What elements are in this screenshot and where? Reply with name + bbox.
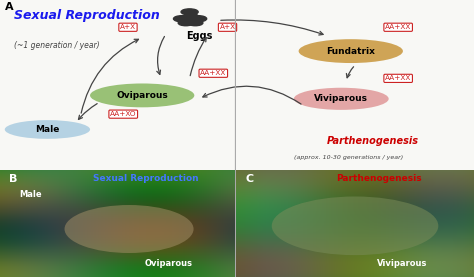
Text: Viviparous: Viviparous xyxy=(314,94,368,103)
Text: Viviparous: Viviparous xyxy=(377,260,428,268)
Text: (approx. 10-30 generations / year): (approx. 10-30 generations / year) xyxy=(294,155,403,160)
Ellipse shape xyxy=(294,88,389,110)
Circle shape xyxy=(173,16,191,22)
Circle shape xyxy=(181,9,198,15)
Text: Male: Male xyxy=(19,189,41,199)
Ellipse shape xyxy=(272,196,438,255)
Text: AA+XX: AA+XX xyxy=(385,75,411,81)
Text: Fundatrix: Fundatrix xyxy=(326,47,375,56)
Text: A+X: A+X xyxy=(120,24,136,30)
Ellipse shape xyxy=(5,120,90,139)
Text: B: B xyxy=(9,174,18,184)
Text: C: C xyxy=(246,174,254,184)
Circle shape xyxy=(184,14,198,19)
Text: Parthenogenesis: Parthenogenesis xyxy=(327,136,419,146)
Ellipse shape xyxy=(64,205,193,253)
Text: (~1 generation / year): (~1 generation / year) xyxy=(14,41,100,50)
Text: Male: Male xyxy=(35,125,60,134)
Text: Oviparous: Oviparous xyxy=(116,91,168,100)
Ellipse shape xyxy=(299,39,403,63)
Text: Parthenogenesis: Parthenogenesis xyxy=(336,174,422,183)
Text: Eggs: Eggs xyxy=(186,31,212,41)
Text: Oviparous: Oviparous xyxy=(145,260,193,268)
Text: A+X: A+X xyxy=(219,24,236,30)
Circle shape xyxy=(178,20,193,26)
Ellipse shape xyxy=(90,83,194,107)
Text: Sexual Reproduction: Sexual Reproduction xyxy=(14,9,160,22)
Text: AA+XX: AA+XX xyxy=(385,24,411,30)
Circle shape xyxy=(188,20,203,26)
Text: AA+XO: AA+XO xyxy=(110,111,137,117)
Text: AA+XX: AA+XX xyxy=(200,70,227,76)
Text: Sexual Reproduction: Sexual Reproduction xyxy=(92,174,198,183)
Circle shape xyxy=(190,16,207,22)
Text: A: A xyxy=(5,2,13,12)
